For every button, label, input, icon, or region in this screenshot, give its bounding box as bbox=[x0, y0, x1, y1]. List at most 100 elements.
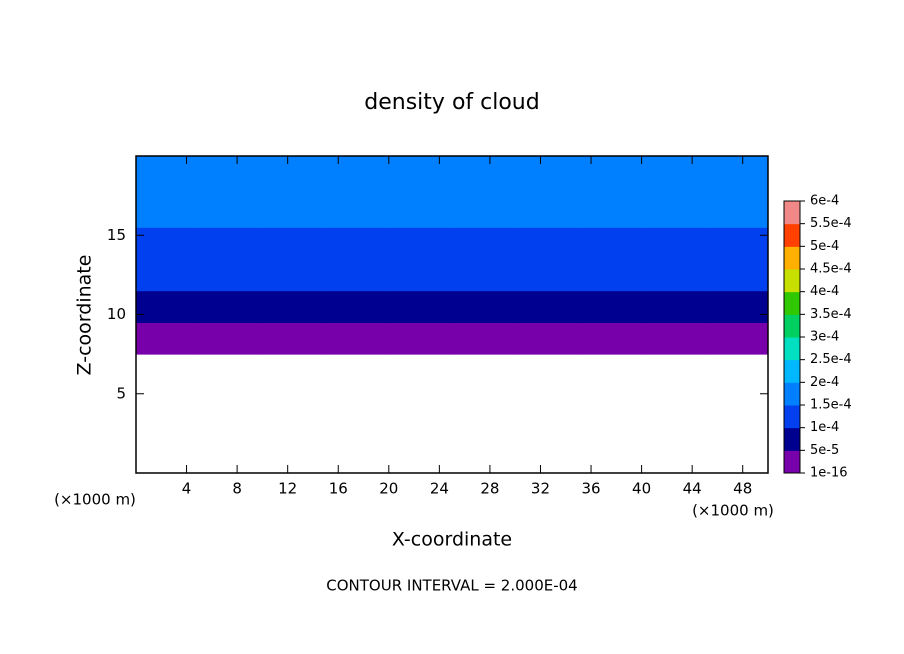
contour-cell bbox=[388, 306, 453, 323]
contour-cell bbox=[641, 156, 706, 181]
y-unit: (×1000 m) bbox=[54, 491, 136, 509]
contour-cell bbox=[199, 259, 263, 276]
contour-cell bbox=[325, 322, 390, 339]
contour-cell bbox=[325, 306, 390, 323]
contour-cell bbox=[388, 211, 453, 228]
x-tick-label: 48 bbox=[733, 480, 752, 498]
contour-cell bbox=[704, 290, 769, 308]
contour-cell bbox=[262, 179, 327, 197]
contour-cell bbox=[199, 211, 263, 228]
contour-cell bbox=[136, 290, 200, 308]
x-axis-label: X-coordinate bbox=[392, 529, 512, 551]
contour-cell bbox=[325, 338, 390, 355]
contour-cell bbox=[325, 259, 390, 276]
colorbar-label: 4.5e-4 bbox=[810, 262, 852, 277]
contour-cell bbox=[136, 338, 200, 355]
contour-cell bbox=[641, 338, 706, 355]
contour-cell bbox=[136, 243, 200, 260]
contour-cell bbox=[704, 156, 769, 181]
x-tick-label: 40 bbox=[632, 480, 651, 498]
contour-cell bbox=[704, 274, 769, 292]
contour-cell bbox=[578, 243, 643, 260]
contour-cell bbox=[262, 259, 327, 276]
x-unit: (×1000 m) bbox=[692, 502, 774, 520]
colorbar-label: 1e-4 bbox=[810, 420, 839, 435]
colorbar-label: 6e-4 bbox=[810, 194, 839, 209]
contour-cell bbox=[262, 227, 327, 244]
y-axis-label: Z-coordinate bbox=[74, 255, 96, 376]
contour-cell bbox=[704, 195, 769, 212]
contour-cell bbox=[325, 179, 390, 197]
x-tick-label: 44 bbox=[683, 480, 702, 498]
colorbar-label: 5.5e-4 bbox=[810, 216, 852, 231]
contour-cell bbox=[199, 156, 263, 181]
contour-cell bbox=[704, 243, 769, 260]
contour-cell bbox=[262, 322, 327, 339]
contour-cell bbox=[578, 195, 643, 212]
contour-cell bbox=[325, 195, 390, 212]
contour-cell bbox=[515, 156, 579, 181]
contour-cell bbox=[641, 322, 706, 339]
footer: CONTOUR INTERVAL = 2.000E-04 bbox=[326, 577, 577, 595]
y-tick-label: 10 bbox=[107, 305, 126, 323]
colorbar-segment bbox=[784, 246, 800, 270]
contour-cell bbox=[578, 156, 643, 181]
contour-cell bbox=[136, 156, 200, 181]
contour-cell bbox=[325, 290, 390, 308]
contour-cell bbox=[578, 227, 643, 244]
contour-cell bbox=[325, 156, 390, 181]
colorbar-segment bbox=[784, 359, 800, 383]
colorbar-segment bbox=[784, 450, 800, 474]
colorbar-segment bbox=[784, 382, 800, 406]
contour-cell bbox=[199, 322, 263, 339]
contour-cell bbox=[515, 179, 579, 197]
contour-cell bbox=[388, 290, 453, 308]
contour-cell bbox=[388, 338, 453, 355]
contour-cell bbox=[704, 306, 769, 323]
contour-cell bbox=[641, 259, 706, 276]
contour-cell bbox=[452, 243, 516, 260]
contour-cell bbox=[199, 195, 263, 212]
contour-cell bbox=[388, 259, 453, 276]
colorbar-label: 5e-4 bbox=[810, 239, 839, 254]
colorbar-segment bbox=[784, 427, 800, 451]
contour-cell bbox=[262, 211, 327, 228]
chart-title: density of cloud bbox=[364, 90, 539, 115]
contour-cell bbox=[388, 322, 453, 339]
x-tick-label: 20 bbox=[379, 480, 398, 498]
contour-cell bbox=[452, 306, 516, 323]
contour-cell bbox=[515, 338, 579, 355]
contour-cell bbox=[641, 227, 706, 244]
contour-cell bbox=[388, 179, 453, 197]
contour-cell bbox=[199, 338, 263, 355]
contour-cell bbox=[578, 259, 643, 276]
contour-cell bbox=[452, 338, 516, 355]
contour-cell bbox=[136, 274, 200, 292]
contour-cell bbox=[452, 179, 516, 197]
contour-cell bbox=[325, 227, 390, 244]
colorbar-segment bbox=[784, 223, 800, 247]
contour-cell bbox=[704, 211, 769, 228]
contour-cell bbox=[136, 322, 200, 339]
contour-cell bbox=[641, 243, 706, 260]
colorbar-segment bbox=[784, 201, 800, 225]
contour-cell bbox=[452, 259, 516, 276]
x-tick-label: 28 bbox=[480, 480, 499, 498]
contour-cell bbox=[452, 290, 516, 308]
y-tick-label: 5 bbox=[116, 384, 126, 402]
contour-cell bbox=[641, 211, 706, 228]
contour-cell bbox=[578, 338, 643, 355]
contour-cell bbox=[704, 227, 769, 244]
contour-cell bbox=[136, 227, 200, 244]
contour-cell bbox=[136, 195, 200, 212]
contour-cell bbox=[388, 227, 453, 244]
contour-cell bbox=[452, 156, 516, 181]
contour-cell bbox=[325, 274, 390, 292]
contour-cell bbox=[641, 306, 706, 323]
contour-cell bbox=[578, 274, 643, 292]
colorbar-label: 3e-4 bbox=[810, 330, 839, 345]
contour-cell bbox=[578, 211, 643, 228]
contour-cell bbox=[325, 211, 390, 228]
contour-cell bbox=[199, 290, 263, 308]
contour-cell bbox=[515, 227, 579, 244]
